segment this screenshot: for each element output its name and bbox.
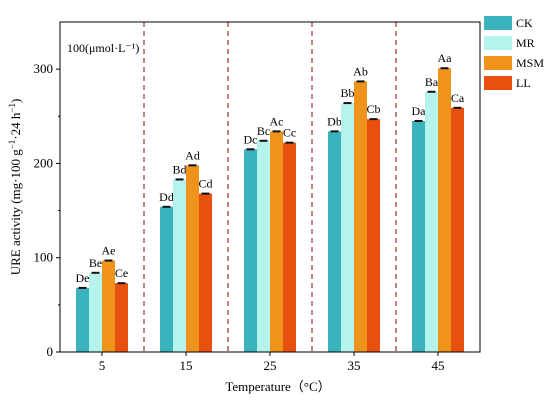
bar bbox=[186, 165, 199, 352]
legend-label: MR bbox=[516, 36, 535, 50]
x-tick-label: 15 bbox=[180, 358, 193, 373]
legend-swatch bbox=[484, 16, 512, 30]
y-tick-label: 0 bbox=[47, 344, 54, 359]
y-axis-title-text: URE activity (mg·100 g bbox=[8, 149, 23, 276]
y-tick-label: 100 bbox=[34, 250, 54, 265]
bar bbox=[89, 272, 102, 352]
bar bbox=[173, 179, 186, 352]
bar-significance-label: Cc bbox=[283, 126, 296, 140]
y-axis-title-superscript: −1 bbox=[7, 140, 17, 150]
legend-label: CK bbox=[516, 16, 533, 30]
bar bbox=[76, 287, 89, 352]
y-tick-label: 300 bbox=[34, 61, 54, 76]
bar bbox=[438, 68, 451, 352]
bar bbox=[425, 91, 438, 353]
bar-significance-label: Dc bbox=[244, 132, 258, 146]
bar-significance-label: Ce bbox=[115, 266, 128, 280]
y-axis-title-text: ) bbox=[8, 99, 23, 103]
bar-significance-label: Ba bbox=[425, 75, 439, 89]
concentration-annotation: 100(μmol·L⁻¹) bbox=[67, 41, 139, 55]
bar-significance-label: Ab bbox=[353, 64, 368, 78]
bar-significance-label: Ac bbox=[270, 114, 284, 128]
y-axis-title: URE activity (mg·100 g−1·24 h−1) bbox=[7, 99, 23, 276]
x-axis-title: Temperature（°C） bbox=[225, 379, 330, 394]
y-tick-label: 200 bbox=[34, 155, 54, 170]
bar bbox=[102, 260, 115, 352]
bar-significance-label: Cb bbox=[366, 102, 380, 116]
bar-significance-label: Bb bbox=[340, 86, 354, 100]
bar bbox=[412, 121, 425, 352]
y-axis-title-superscript: −1 bbox=[7, 103, 17, 113]
y-axis-title-text: ·24 h bbox=[8, 112, 23, 140]
legend: CK MR MSM LL bbox=[484, 16, 544, 90]
bar bbox=[270, 131, 283, 352]
bar bbox=[283, 142, 296, 352]
bar-significance-label: Ad bbox=[185, 148, 200, 162]
bar-significance-label: Da bbox=[412, 104, 427, 118]
bar-significance-label: Db bbox=[327, 114, 342, 128]
axes: 5 15 25 35 45 0 100 200 300 URE activity (mg·100 … bbox=[7, 21, 481, 373]
bar-significance-label: Bd bbox=[172, 162, 186, 176]
bar-significance-label: Dd bbox=[159, 190, 174, 204]
bar bbox=[257, 140, 270, 352]
bar-significance-label: Ae bbox=[102, 244, 116, 258]
legend-label: LL bbox=[516, 76, 531, 90]
bar bbox=[451, 107, 464, 352]
legend-label: MSM bbox=[516, 56, 544, 70]
plot-frame bbox=[59, 21, 481, 353]
legend-swatch bbox=[484, 56, 512, 70]
bar bbox=[160, 206, 173, 352]
x-tick-label: 35 bbox=[348, 358, 361, 373]
bar-significance-label: Be bbox=[89, 256, 102, 270]
bar-significance-label: Bc bbox=[257, 124, 270, 138]
bar-significance-label: Cd bbox=[198, 177, 212, 191]
legend-swatch bbox=[484, 76, 512, 90]
bar bbox=[341, 103, 354, 352]
bar-significance-label: Ca bbox=[451, 91, 465, 105]
bar-significance-label: Aa bbox=[438, 51, 453, 65]
x-tick-label: 45 bbox=[432, 358, 445, 373]
legend-swatch bbox=[484, 36, 512, 50]
bar bbox=[328, 131, 341, 352]
bar bbox=[367, 119, 380, 352]
bar bbox=[115, 283, 128, 352]
bar bbox=[199, 193, 212, 352]
bar bbox=[354, 81, 367, 353]
x-tick-label: 25 bbox=[264, 358, 277, 373]
bar bbox=[244, 149, 257, 352]
x-tick-label: 5 bbox=[99, 358, 106, 373]
bar-significance-label: De bbox=[76, 271, 90, 285]
